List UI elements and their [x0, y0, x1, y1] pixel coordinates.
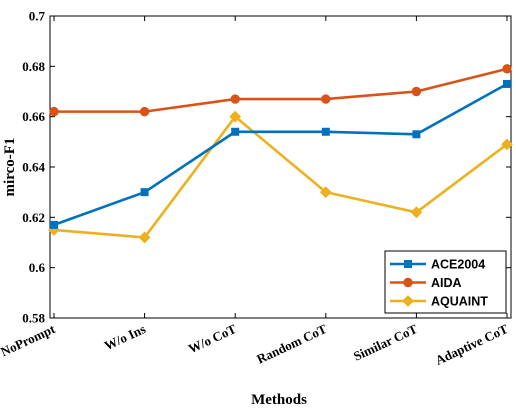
data-point-aida: [230, 94, 240, 104]
y-axis-title: mirco-F1: [2, 138, 18, 197]
y-tick-label: 0.58: [22, 311, 45, 326]
data-point-aida: [49, 106, 59, 117]
data-point-aquaint: [138, 231, 151, 244]
x-tick-label: W/o Ins: [102, 321, 148, 353]
data-point-ace2004: [231, 127, 240, 136]
y-tick-label: 0.62: [22, 210, 45, 225]
data-point-aida: [321, 94, 331, 104]
legend: ACE2004 AIDA AQUAINT: [384, 250, 507, 314]
data-point-aida: [139, 106, 150, 117]
x-tick-label: Similar CoT: [351, 321, 420, 364]
data-point-ace2004: [321, 127, 330, 136]
y-tick-label: 0.6: [29, 260, 46, 275]
data-point-aida: [502, 64, 512, 74]
y-tick-label: 0.66: [22, 109, 45, 124]
x-tick-label: Adaptive CoT: [433, 321, 511, 368]
x-tick-label: Random CoT: [254, 321, 329, 367]
x-axis-title: Methods: [251, 392, 307, 408]
y-tick-label: 0.7: [29, 9, 46, 24]
series-line-aquaint: [53, 115, 508, 239]
series-layer: [48, 64, 513, 244]
series-line-ace2004: [53, 82, 508, 227]
data-point-aquaint: [229, 110, 242, 123]
x-tick-label: W/o CoT: [186, 321, 239, 356]
data-point-ace2004: [503, 79, 511, 88]
y-tick-label: 0.68: [22, 59, 45, 74]
data-point-aida: [411, 86, 422, 97]
legend-marker-ace2004: [404, 260, 412, 268]
legend-label-aida: AIDA: [431, 276, 462, 290]
y-tick-label: 0.64: [22, 160, 45, 175]
legend-label-ace2004: ACE2004: [431, 258, 485, 272]
legend-marker-aquaint: [402, 295, 414, 307]
x-tick-label: NoPrompt: [0, 321, 58, 359]
legend-label-aquaint: AQUAINT: [431, 295, 488, 309]
y-axis: 0.58 0.6 0.62 0.64 0.66 0.68 0.7: [22, 9, 511, 326]
data-point-aquaint: [410, 206, 423, 219]
data-point-aquaint: [501, 138, 513, 151]
data-point-ace2004: [140, 188, 149, 197]
data-point-ace2004: [50, 220, 58, 229]
legend-marker-aida: [403, 277, 413, 288]
series-line-aida: [54, 67, 508, 113]
data-point-ace2004: [412, 130, 421, 139]
data-point-aquaint: [319, 186, 332, 199]
